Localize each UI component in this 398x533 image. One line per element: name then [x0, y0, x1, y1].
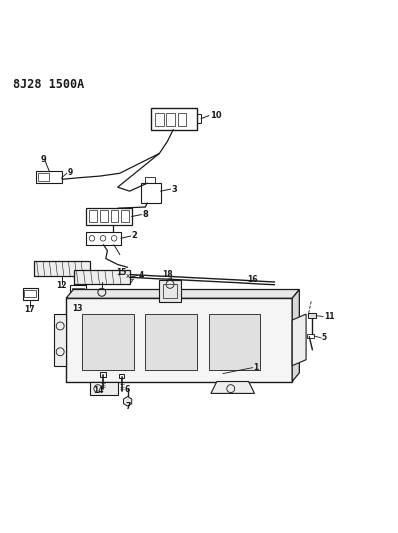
Bar: [145, 314, 197, 369]
Text: 8J28 1500A: 8J28 1500A: [13, 78, 84, 91]
Bar: [34, 261, 90, 277]
Polygon shape: [292, 289, 299, 382]
Text: 9: 9: [41, 155, 46, 164]
Bar: [72, 288, 84, 297]
Text: 11: 11: [324, 312, 334, 321]
Text: 5: 5: [322, 333, 327, 342]
Text: 16: 16: [248, 274, 258, 284]
Polygon shape: [74, 279, 134, 284]
Polygon shape: [292, 314, 306, 366]
Bar: [209, 314, 260, 369]
Polygon shape: [123, 397, 132, 406]
Bar: [100, 372, 106, 377]
Bar: [23, 287, 37, 300]
Bar: [145, 177, 155, 183]
Bar: [111, 210, 119, 222]
Text: 8: 8: [142, 210, 148, 219]
Bar: [151, 108, 197, 130]
Text: 17: 17: [24, 305, 35, 314]
Text: 4: 4: [139, 271, 144, 280]
Polygon shape: [66, 289, 299, 298]
Bar: [307, 334, 314, 338]
Text: x: x: [168, 275, 172, 281]
Bar: [86, 232, 121, 245]
Bar: [178, 113, 186, 126]
Bar: [36, 171, 62, 183]
Polygon shape: [54, 314, 66, 366]
Bar: [121, 210, 129, 222]
Bar: [74, 270, 130, 284]
Text: 14: 14: [93, 386, 103, 395]
Bar: [66, 298, 292, 382]
Bar: [38, 173, 49, 181]
Polygon shape: [90, 382, 118, 395]
Bar: [70, 285, 86, 300]
Text: 15: 15: [117, 268, 127, 277]
Bar: [166, 113, 175, 126]
Bar: [89, 210, 97, 222]
Text: 1: 1: [254, 363, 259, 372]
Text: 9: 9: [68, 168, 73, 177]
Bar: [159, 280, 181, 302]
Bar: [25, 290, 35, 297]
Text: 13: 13: [72, 304, 83, 313]
Text: 12: 12: [56, 281, 67, 290]
Bar: [155, 113, 164, 126]
Bar: [86, 208, 132, 225]
Bar: [163, 284, 177, 298]
Bar: [142, 183, 160, 203]
Polygon shape: [34, 270, 95, 277]
Text: x: x: [125, 273, 130, 279]
Polygon shape: [211, 382, 255, 393]
Bar: [82, 314, 134, 369]
Bar: [308, 313, 316, 318]
Text: 3: 3: [171, 184, 177, 193]
Text: 18: 18: [162, 270, 173, 279]
Text: 6: 6: [125, 385, 130, 394]
Bar: [197, 115, 201, 123]
Text: 2: 2: [132, 231, 137, 240]
Bar: [119, 374, 125, 378]
Bar: [100, 210, 108, 222]
Text: 10: 10: [210, 111, 221, 120]
Text: 7: 7: [126, 401, 131, 410]
